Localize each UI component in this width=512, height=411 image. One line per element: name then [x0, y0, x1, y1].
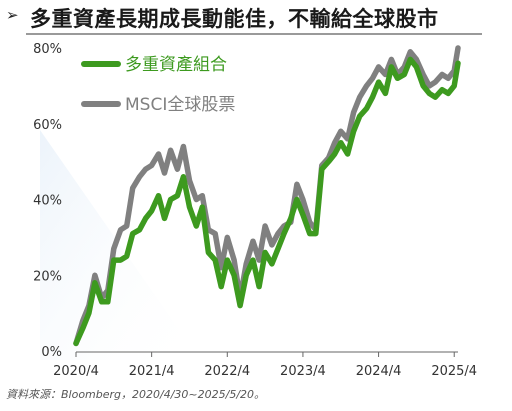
page-title: 多重資產長期成長動能佳，不輸給全球股市 [30, 7, 439, 31]
y-tick-label: 60% [33, 118, 62, 133]
x-tick-label: 2025/4 [431, 364, 477, 379]
title-underline [26, 33, 482, 35]
source-note: 資料來源：Bloomberg，2020/4/30~2025/5/20。 [6, 388, 266, 401]
x-tick-label: 2022/4 [204, 364, 250, 379]
x-tick-label: 2020/4 [53, 364, 99, 379]
bullet-arrow-icon: ➢ [6, 6, 19, 24]
x-tick-label: 2021/4 [129, 364, 175, 379]
y-tick-label: 20% [33, 269, 62, 284]
x-tick-label: 2024/4 [356, 364, 402, 379]
legend-label-2: MSCI全球股票 [125, 95, 235, 115]
y-tick-label: 0% [41, 345, 62, 360]
y-tick-label: 80% [33, 42, 62, 57]
x-tick-label: 2023/4 [280, 364, 326, 379]
background-decoration [40, 130, 200, 360]
y-tick-label: 40% [33, 194, 62, 209]
series-line-1 [73, 56, 461, 347]
legend-label-1: 多重資產組合 [125, 55, 227, 75]
title-row: ➢ 多重資產長期成長動能佳，不輸給全球股市 [6, 3, 506, 33]
